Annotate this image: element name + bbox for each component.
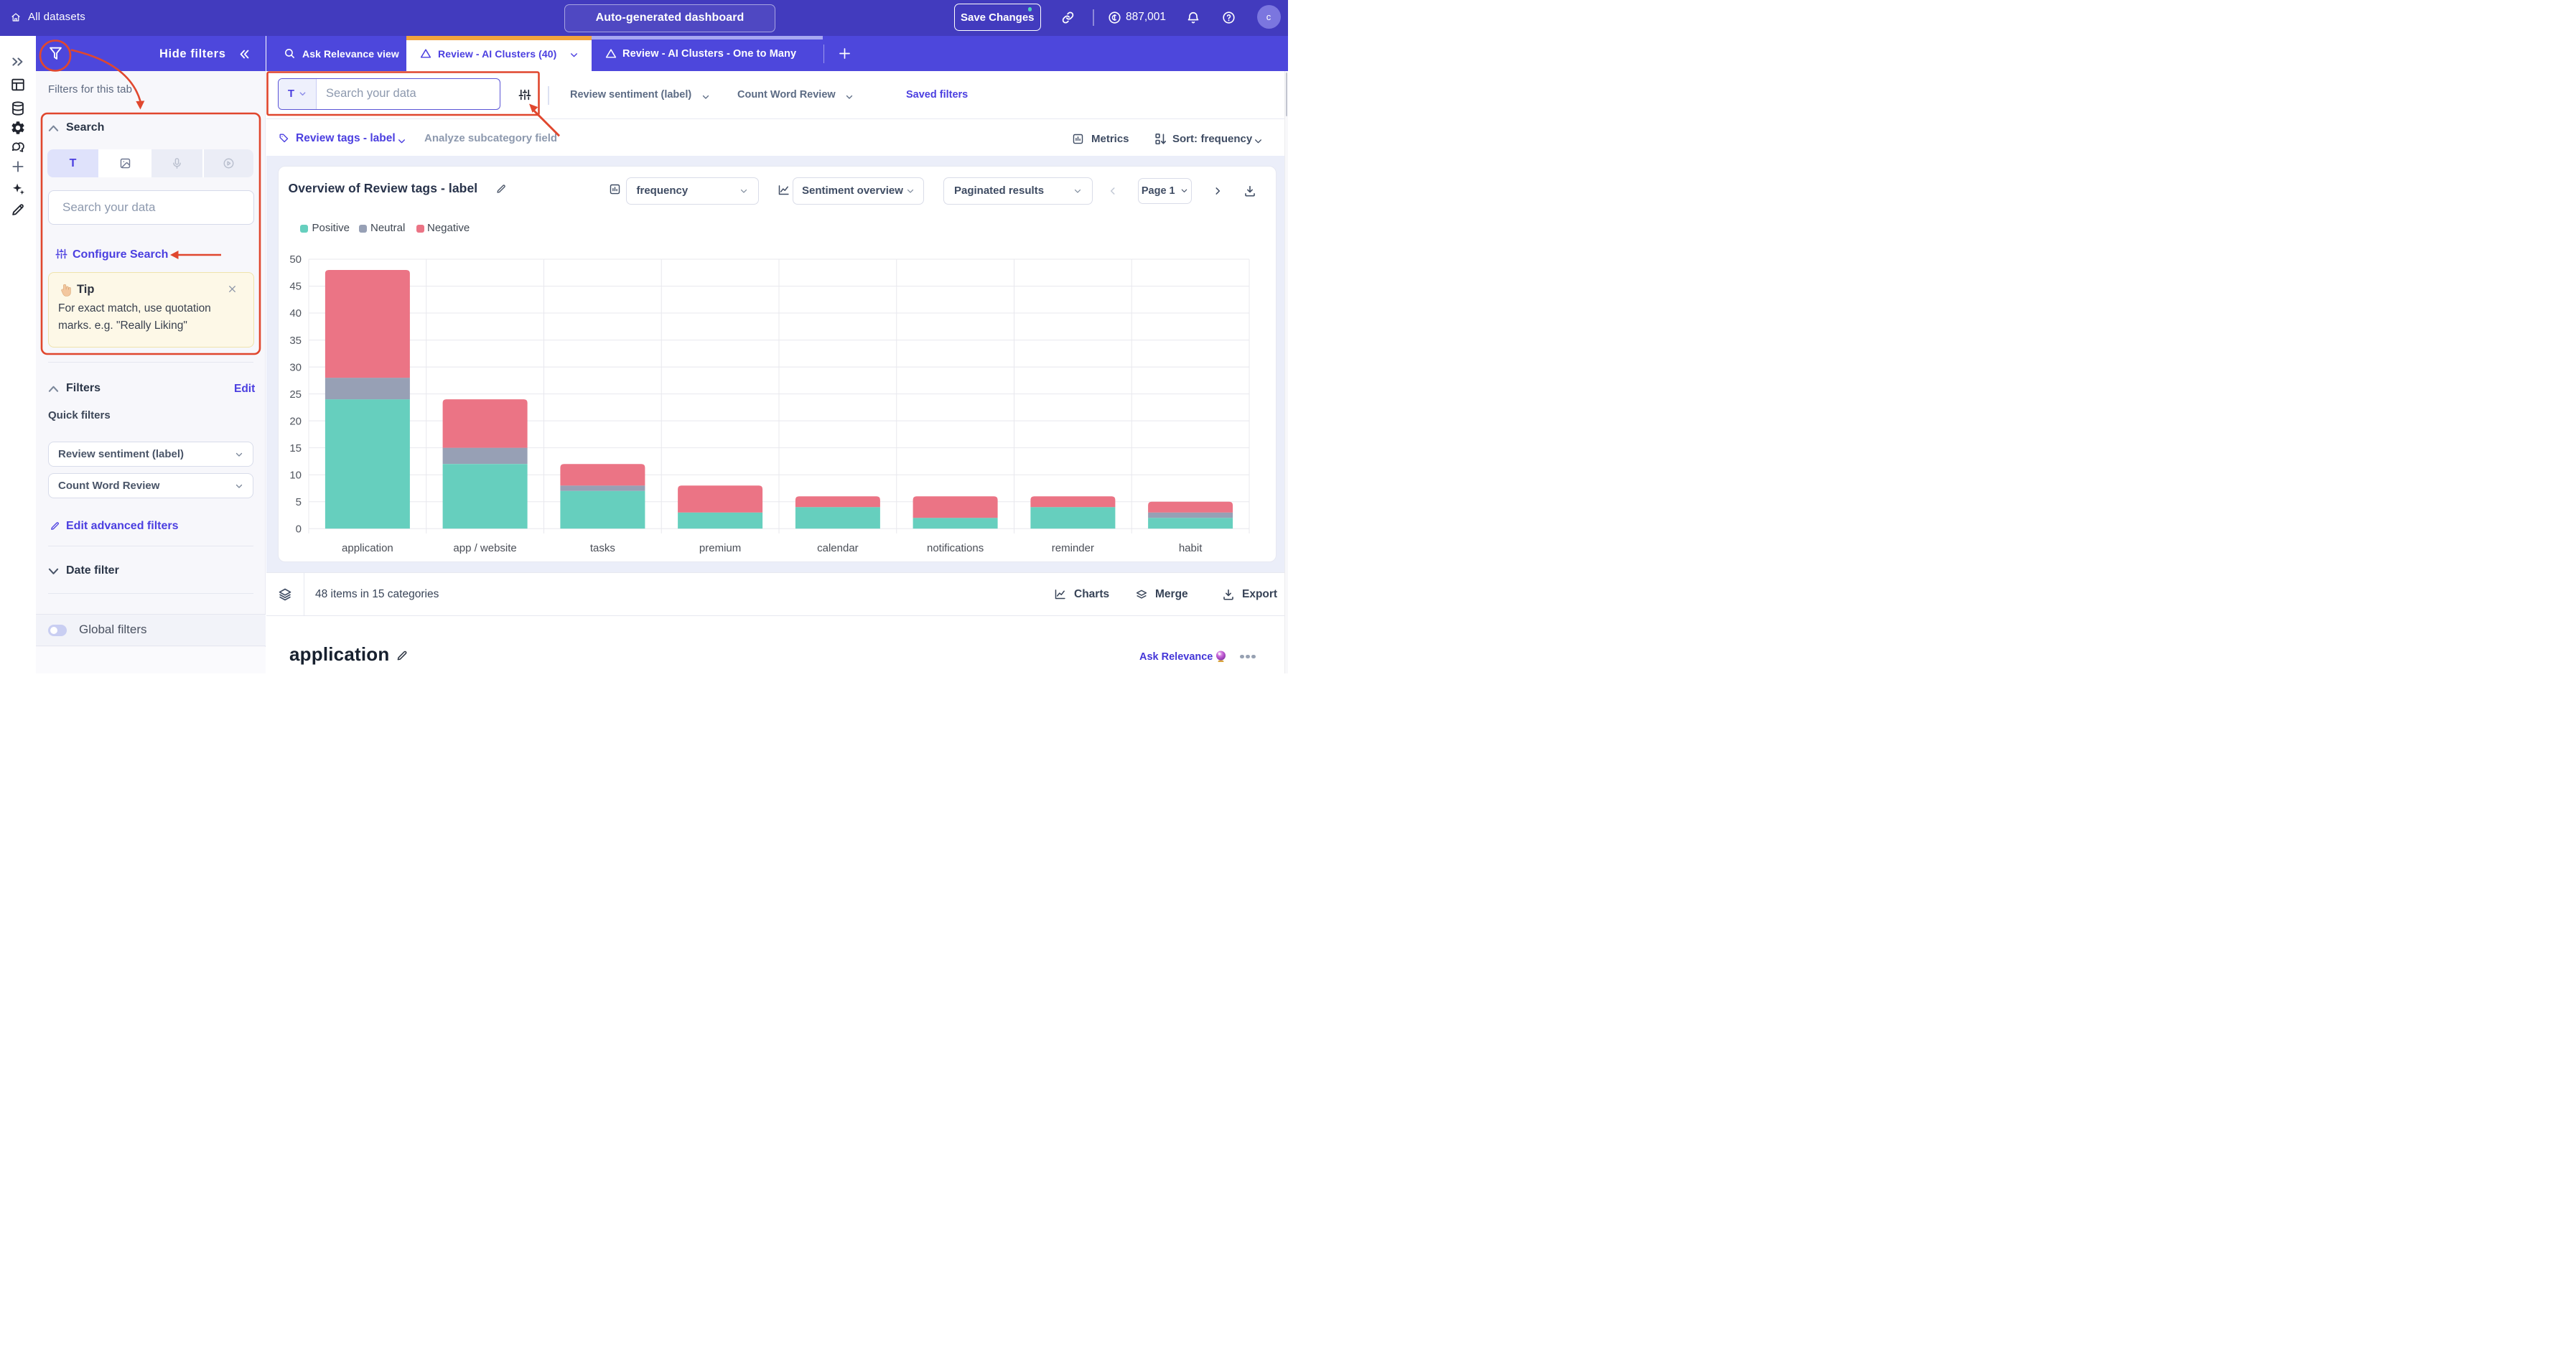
svg-text:habit: habit (1178, 542, 1202, 554)
svg-text:notifications: notifications (926, 542, 983, 554)
svg-text:premium: premium (699, 542, 740, 554)
svg-text:10: 10 (289, 469, 302, 481)
svg-text:20: 20 (289, 415, 302, 427)
svg-text:15: 15 (289, 442, 302, 454)
svg-text:5: 5 (295, 495, 301, 508)
svg-text:calendar: calendar (817, 542, 859, 554)
svg-text:45: 45 (289, 280, 302, 292)
svg-text:50: 50 (289, 253, 302, 266)
svg-text:app / website: app / website (453, 542, 516, 554)
svg-text:tasks: tasks (589, 542, 615, 554)
svg-text:30: 30 (289, 361, 302, 373)
svg-text:35: 35 (289, 334, 302, 346)
svg-text:reminder: reminder (1051, 542, 1093, 554)
svg-text:25: 25 (289, 388, 302, 400)
svg-text:40: 40 (289, 307, 302, 320)
svg-text:0: 0 (295, 523, 301, 535)
svg-text:application: application (342, 542, 393, 554)
